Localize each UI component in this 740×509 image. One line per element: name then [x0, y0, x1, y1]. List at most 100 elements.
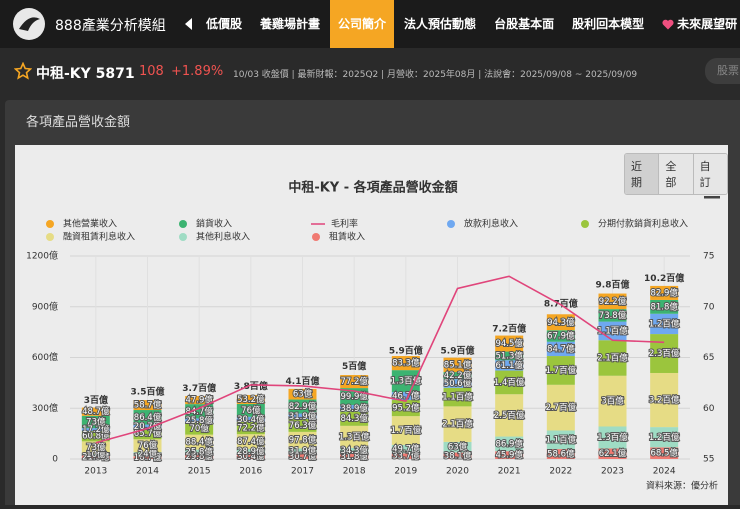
chart-area: 近期 全部 自訂 中租-KY - 各項產品營收金額 資料來源：優分析 0 300億 60… — [15, 145, 728, 505]
segment-label: 29.8億 — [185, 451, 213, 462]
bar-segment — [443, 452, 472, 459]
bar-segment — [236, 434, 265, 449]
legend-label: 放款利息收入 — [464, 218, 518, 230]
segment-label: 94.5億 — [495, 338, 523, 349]
segment-label: 63億 — [448, 442, 468, 453]
bar-segment — [340, 447, 369, 454]
total-label: 9.8百億 — [596, 279, 630, 291]
scroll-left[interactable] — [184, 18, 194, 30]
bar-segment — [650, 427, 679, 448]
segment-label: 82.9億 — [650, 287, 678, 298]
segment-label: 58.6億 — [547, 449, 575, 460]
x-tick-label: 2016 — [239, 467, 262, 477]
segment-label: 10億 — [86, 449, 106, 460]
bar-segment — [288, 418, 317, 432]
nav-tab[interactable]: 低價股 — [198, 0, 250, 48]
total-label: 7.2百億 — [492, 323, 526, 335]
segment-label: 63億 — [293, 389, 313, 400]
tab-label: 低價股 — [206, 17, 243, 31]
segment-label: 73億 — [86, 442, 106, 453]
nav-tab[interactable]: 台股基本面 — [486, 0, 562, 48]
x-tick-label: 2018 — [343, 467, 366, 477]
segment-label: 1.3百億 — [339, 431, 370, 442]
bar-segment — [391, 400, 420, 417]
segment-label: 62.1億 — [599, 448, 627, 459]
stock-bar: 中租-KY 5871 108 +1.89% 10/03 收盤價 | 最新財報：2… — [0, 48, 740, 96]
segment-label: 84.7億 — [547, 343, 575, 354]
bar-segment — [546, 449, 575, 459]
segment-label: 33.7億 — [392, 451, 420, 462]
total-label: 10.2百億 — [644, 272, 684, 284]
bar-segment — [236, 403, 265, 417]
x-tick-label: 2014 — [136, 467, 159, 477]
nav-tab[interactable]: 股利回本模型 — [564, 0, 652, 48]
bar-segment — [443, 387, 472, 407]
nav-tab[interactable]: 公司簡介 — [330, 0, 395, 48]
segment-label: 1.2百億 — [649, 432, 680, 443]
bar-segment — [391, 416, 420, 445]
bar-segment — [133, 428, 162, 440]
brand[interactable]: 888產業分析模組 — [55, 18, 166, 34]
tab-label: 股利回本模型 — [572, 17, 645, 31]
segment-label: 76億 — [138, 440, 158, 451]
bar-segment — [81, 415, 110, 429]
bar-segment — [546, 430, 575, 450]
bar-segment — [185, 418, 214, 423]
segment-label: 76.3億 — [289, 420, 317, 431]
total-label: 4.1百億 — [286, 375, 320, 387]
segment-label: 31.9億 — [289, 446, 317, 457]
logo[interactable] — [12, 7, 46, 41]
segment-label: 2.1百億 — [442, 419, 473, 430]
nav-tab[interactable]: 養雞場計畫 — [252, 0, 328, 48]
range-button[interactable]: 自訂 — [692, 154, 727, 194]
segment-label: 31.9億 — [289, 411, 317, 422]
nav-tab[interactable]: 未來展望研 — [654, 0, 740, 48]
segment-label: 73.8億 — [599, 310, 627, 321]
y-tick-label: 0 — [52, 455, 58, 465]
legend-label: 融資租賃利息收入 — [63, 231, 135, 243]
bar-segment — [495, 436, 524, 452]
segment-label: 24億 — [138, 449, 158, 460]
legend-marker — [179, 233, 187, 241]
segment-label: 25.8億 — [185, 446, 213, 457]
bar-segment — [495, 370, 524, 395]
heart-icon — [662, 19, 674, 29]
x-tick-label: 2013 — [84, 467, 107, 477]
bar-segment — [650, 372, 679, 428]
favorite-star[interactable] — [14, 62, 32, 80]
bar-segment — [185, 434, 214, 450]
bar-segment — [443, 406, 472, 442]
total-label: 3.5百億 — [131, 385, 165, 397]
segment-label: 2.3百億 — [649, 348, 680, 359]
x-tick-label: 2021 — [498, 467, 521, 477]
bar-segment — [81, 428, 110, 432]
segment-label: 1.4百億 — [494, 377, 525, 388]
range-button[interactable]: 近期 — [625, 154, 659, 194]
tab-label: 法人預估動態 — [404, 17, 477, 31]
bar-segment — [288, 413, 317, 419]
range-button[interactable]: 全部 — [658, 154, 693, 194]
y2-tick-label: 75 — [703, 252, 714, 262]
bar-segment — [133, 456, 162, 459]
nav-tab[interactable]: 法人預估動態 — [396, 0, 484, 48]
bar-segment — [598, 448, 627, 459]
total-label: 5.9百億 — [441, 345, 475, 357]
bar-segment — [650, 299, 679, 314]
legend-marker — [179, 220, 187, 228]
x-tick-label: 2024 — [653, 467, 676, 477]
bar-segment — [546, 314, 575, 331]
x-tick-label: 2022 — [549, 467, 572, 477]
bar-segment — [443, 372, 472, 380]
panel: 各項產品營收金額 近期 全部 自訂 中租-KY - 各項產品營收金額 資料來源：優分… — [5, 100, 740, 505]
search-input[interactable]: 股票 — [705, 58, 740, 84]
segment-label: 1.7百億 — [391, 425, 422, 436]
segment-label: 50.6億 — [444, 378, 472, 389]
bar-segment — [650, 334, 679, 373]
tab-label: 養雞場計畫 — [260, 17, 321, 31]
segment-label: 31.8億 — [340, 451, 368, 462]
segment-label: 45.9億 — [495, 450, 523, 461]
segment-label: 92.2億 — [599, 296, 627, 307]
source: 資料來源：優分析 — [646, 480, 718, 492]
bar-segment — [236, 448, 265, 454]
